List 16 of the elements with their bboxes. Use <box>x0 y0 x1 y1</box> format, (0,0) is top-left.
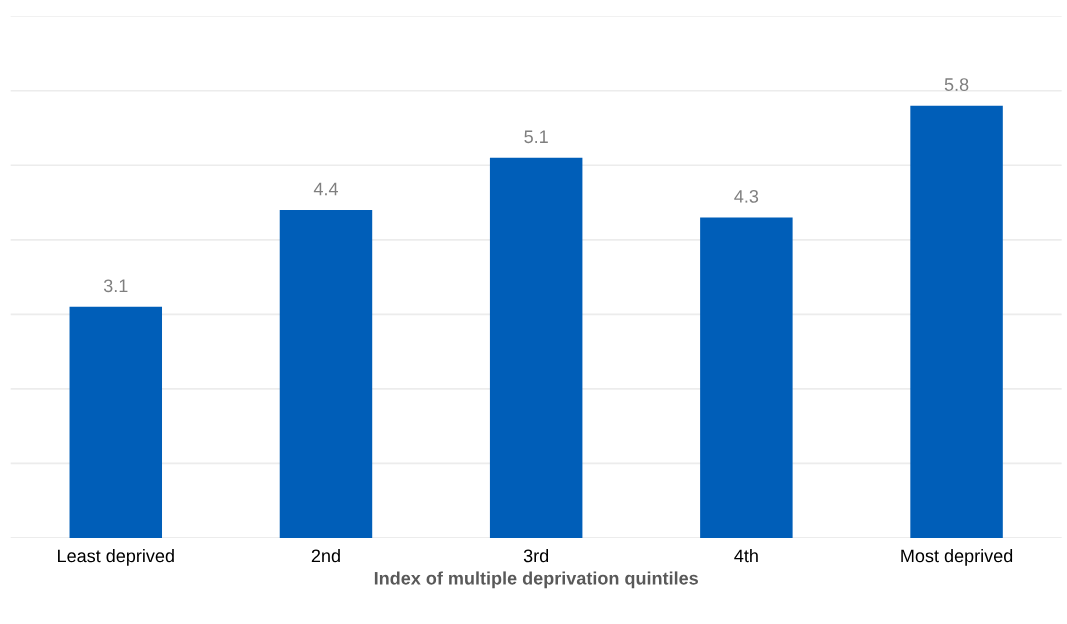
data-label: 4.4 <box>313 182 338 196</box>
data-label: 5.8 <box>944 78 969 91</box>
bar <box>489 157 583 538</box>
bar <box>910 105 1003 538</box>
x-tick-label: Least deprived <box>58 549 174 566</box>
data-label: 3.1 <box>103 279 128 293</box>
x-tick-label: 3rd <box>523 549 549 563</box>
bar <box>279 209 373 538</box>
bar <box>700 217 793 538</box>
x-tick-label: 4th <box>734 549 758 563</box>
x-axis-title: Index of multiple deprivation quintiles <box>374 571 698 589</box>
data-label: 4.3 <box>734 189 759 203</box>
x-tick-label: Most deprived <box>901 549 1013 566</box>
data-label: 5.1 <box>524 130 548 144</box>
x-tick-label: 2nd <box>311 549 340 563</box>
bar <box>69 306 163 538</box>
